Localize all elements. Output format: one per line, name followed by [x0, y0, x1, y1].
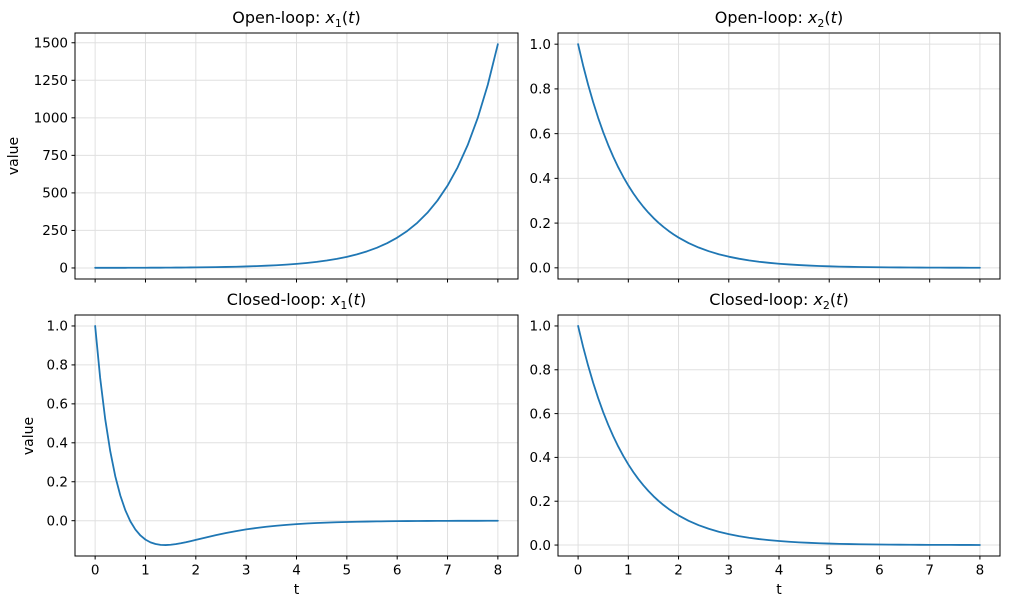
- x-axis-label-bottom-right: t: [776, 582, 782, 598]
- title-text: Open-loop:: [714, 8, 808, 27]
- y-tick-label: 0.8: [47, 358, 68, 374]
- y-tick-label: 0.4: [530, 171, 551, 187]
- y-axis-label-top-left: value: [6, 136, 22, 176]
- title-arg: t: [353, 290, 360, 309]
- y-tick-label: 500: [42, 186, 68, 202]
- series-line-open-loop-x2: [577, 43, 981, 269]
- x-axis-label-bottom-left: t: [293, 582, 300, 598]
- y-tick-label: 0.6: [530, 126, 551, 142]
- y-tick-label: 0.8: [530, 82, 551, 98]
- y-tick-label: 0.0: [47, 513, 68, 529]
- series-line-closed-loop-x1: [94, 325, 499, 546]
- title-subscript: 1: [340, 299, 348, 313]
- series-line-open-loop-x1: [94, 43, 499, 269]
- x-tick-label: 8: [976, 563, 985, 579]
- x-tick-label: 8: [494, 563, 503, 579]
- title-paren-close: ): [842, 290, 849, 309]
- y-tick-label: 1.0: [530, 37, 551, 53]
- panel-title-closed-loop-x2: Closed-loop: x2(t): [558, 290, 1000, 313]
- title-var: x: [813, 290, 823, 309]
- x-tick-label: 6: [875, 563, 884, 579]
- y-tick-label: 1250: [34, 73, 68, 89]
- y-tick-label: 0.2: [530, 494, 551, 510]
- title-paren-close: ): [354, 8, 361, 27]
- title-arg: t: [830, 8, 837, 27]
- y-tick-label: 0.6: [530, 406, 551, 422]
- y-tick-label: 1.0: [47, 319, 68, 335]
- y-tick-label: 0.0: [530, 538, 551, 554]
- title-subscript: 2: [817, 17, 825, 31]
- y-tick-label: 1500: [34, 35, 68, 51]
- y-tick-label: 0.2: [530, 216, 551, 232]
- y-tick-label: 1.0: [530, 319, 551, 335]
- title-var: x: [807, 8, 818, 27]
- title-arg: t: [836, 290, 843, 309]
- title-paren-close: ): [836, 8, 844, 27]
- y-tick-label: 0.4: [47, 436, 68, 452]
- x-tick-label: 7: [443, 563, 452, 579]
- y-tick-label: 0.4: [530, 450, 551, 466]
- panel-title-open-loop-x1: Open-loop: x1(t): [75, 8, 518, 31]
- x-tick-label: 1: [624, 563, 633, 579]
- y-tick-label: 0.6: [47, 397, 68, 413]
- y-axis-label-bottom-left: value: [21, 416, 37, 456]
- title-paren-close: ): [359, 290, 367, 309]
- x-tick-label: 2: [192, 563, 201, 579]
- title-arg: t: [348, 8, 355, 27]
- title-paren-open: (: [824, 8, 831, 27]
- x-tick-label: 5: [825, 563, 834, 579]
- title-paren-open: (: [347, 290, 354, 309]
- title-text: Open-loop:: [232, 8, 326, 27]
- title-subscript: 1: [334, 17, 342, 31]
- x-tick-label: 1: [141, 563, 150, 579]
- x-tick-label: 6: [393, 563, 402, 579]
- y-tick-label: 250: [42, 223, 68, 239]
- x-tick-label: 4: [292, 563, 301, 579]
- title-subscript: 2: [822, 299, 830, 313]
- y-tick-label: 750: [42, 148, 68, 164]
- title-var: x: [330, 290, 341, 309]
- x-tick-label: 3: [724, 563, 733, 579]
- x-tick-label: 5: [343, 563, 352, 579]
- panel-title-open-loop-x2: Open-loop: x2(t): [558, 8, 1000, 31]
- title-paren-open: (: [829, 290, 837, 309]
- x-tick-label: 0: [91, 563, 100, 579]
- title-text: Closed-loop:: [226, 290, 331, 309]
- y-tick-label: 0.8: [530, 362, 551, 378]
- title-var: x: [325, 8, 335, 27]
- title-paren-open: (: [341, 8, 349, 27]
- title-text: Closed-loop:: [709, 290, 814, 309]
- y-tick-label: 1000: [34, 111, 68, 127]
- panel-title-closed-loop-x1: Closed-loop: x1(t): [75, 290, 518, 313]
- series-line-closed-loop-x2: [577, 325, 981, 546]
- x-tick-label: 4: [775, 563, 784, 579]
- x-tick-label: 3: [242, 563, 251, 579]
- y-tick-label: 0.0: [530, 261, 551, 277]
- x-tick-label: 0: [574, 563, 583, 579]
- y-tick-label: 0: [59, 261, 68, 277]
- x-tick-label: 2: [674, 563, 683, 579]
- x-tick-label: 7: [925, 563, 934, 579]
- y-tick-label: 0.2: [47, 474, 68, 490]
